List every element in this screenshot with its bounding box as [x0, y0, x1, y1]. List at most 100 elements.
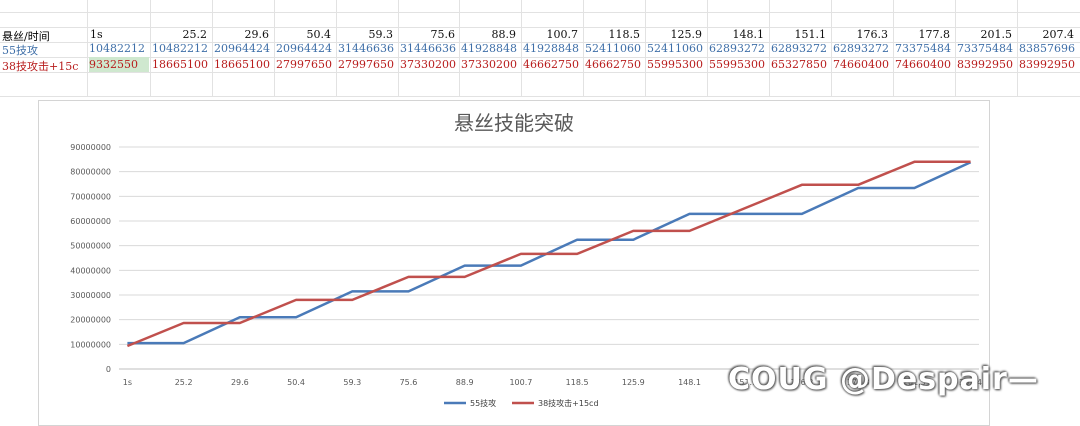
- value-cell[interactable]: 27997650: [338, 58, 394, 71]
- series-line-2: [126, 160, 971, 348]
- value-cell[interactable]: 46662750: [523, 58, 579, 71]
- grid-line: [583, 0, 584, 96]
- grid-line: [521, 0, 522, 96]
- chart-title: 悬丝技能突破: [454, 111, 574, 135]
- y-tick-label: 20000000: [70, 316, 111, 325]
- y-tick-label: 10000000: [70, 340, 111, 349]
- value-cell[interactable]: 27997650: [276, 58, 332, 71]
- y-tick-label: 30000000: [70, 291, 111, 300]
- x-tick-label: 25.2: [175, 378, 193, 387]
- value-cell[interactable]: 52411060: [585, 42, 641, 55]
- row-label-38[interactable]: 38技攻击+15c: [2, 60, 79, 73]
- value-cell[interactable]: 20964424: [214, 42, 270, 55]
- y-tick-label: 80000000: [70, 168, 111, 177]
- value-cell[interactable]: 74660400: [833, 58, 889, 71]
- y-tick-label: 90000000: [70, 143, 111, 152]
- grid-line: [1017, 0, 1018, 96]
- value-cell[interactable]: 18665100: [152, 58, 208, 71]
- time-header-cell[interactable]: 59.3: [368, 28, 394, 41]
- grid-line: [0, 96, 1080, 97]
- x-tick-label: 125.9: [622, 378, 645, 387]
- y-tick-label: 70000000: [70, 192, 111, 201]
- value-cell[interactable]: 10482212: [89, 42, 145, 55]
- y-tick-label: 50000000: [70, 242, 111, 251]
- x-tick-label: 75.6: [400, 378, 418, 387]
- chart-container[interactable]: 悬丝技能突破 0 10000000 20000000 30000000 40000000…: [38, 100, 990, 426]
- time-header-cell[interactable]: 177.8: [918, 28, 951, 41]
- time-header-cell[interactable]: 100.7: [546, 28, 579, 41]
- grid-line: [150, 0, 151, 96]
- grid-line: [0, 12, 1080, 13]
- x-tick-label: 176.3: [790, 378, 813, 387]
- value-cell[interactable]: 65327850: [771, 58, 827, 71]
- grid-line: [0, 42, 1080, 43]
- time-header-cell[interactable]: 148.1: [732, 28, 765, 41]
- value-cell[interactable]: 41928848: [523, 42, 579, 55]
- grid-line: [336, 0, 337, 96]
- x-tick-label: 148.1: [678, 378, 701, 387]
- grid-line: [212, 0, 213, 96]
- value-cell[interactable]: 18665100: [214, 58, 270, 71]
- grid-line: [769, 0, 770, 96]
- time-header-cell[interactable]: 75.6: [430, 28, 456, 41]
- value-cell[interactable]: 20964424: [276, 42, 332, 55]
- y-tick-label: 0: [106, 365, 111, 374]
- time-header-cell[interactable]: 50.4: [306, 28, 332, 41]
- grid-line: [955, 0, 956, 96]
- grid-line: [893, 0, 894, 96]
- legend-label: 55技攻: [470, 398, 496, 408]
- value-cell[interactable]: 37330200: [461, 58, 517, 71]
- value-cell[interactable]: 10482212: [152, 42, 208, 55]
- y-tick-label: 40000000: [70, 266, 111, 275]
- grid-line: [398, 0, 399, 96]
- x-tick-label: 88.9: [456, 378, 474, 387]
- value-cell[interactable]: 62893272: [833, 42, 889, 55]
- time-header-cell[interactable]: 176.3: [856, 28, 889, 41]
- x-tick-label: 201.5: [903, 378, 926, 387]
- grid-line: [0, 27, 1080, 28]
- grid-line: [459, 0, 460, 96]
- value-cell[interactable]: 73375484: [895, 42, 951, 55]
- value-cell[interactable]: 52411060: [647, 42, 703, 55]
- value-cell[interactable]: 55995300: [709, 58, 765, 71]
- value-cell[interactable]: 55995300: [647, 58, 703, 71]
- time-header-cell[interactable]: 25.2: [182, 28, 208, 41]
- value-cell[interactable]: 31446636: [400, 42, 456, 55]
- x-tick-label: 50.4: [287, 378, 305, 387]
- x-tick-label: 59.3: [343, 378, 361, 387]
- time-header-cell[interactable]: 151.1: [794, 28, 827, 41]
- grid-line: [87, 0, 88, 96]
- selected-cell[interactable]: 9332550: [89, 57, 149, 72]
- value-cell[interactable]: 83857696: [1019, 42, 1075, 55]
- time-header-cell[interactable]: 88.9: [491, 28, 517, 41]
- value-cell[interactable]: 46662750: [585, 58, 641, 71]
- time-header-cell[interactable]: 1s: [90, 28, 103, 41]
- value-cell[interactable]: 83992950: [957, 58, 1013, 71]
- y-tick-label: 60000000: [70, 217, 111, 226]
- value-cell[interactable]: 62893272: [709, 42, 765, 55]
- value-cell[interactable]: 31446636: [338, 42, 394, 55]
- time-header-cell[interactable]: 118.5: [608, 28, 641, 41]
- x-tick-label: 100.7: [509, 378, 532, 387]
- time-header-cell[interactable]: 201.5: [980, 28, 1013, 41]
- grid-line: [0, 57, 1080, 58]
- value-cell[interactable]: 41928848: [461, 42, 517, 55]
- x-tick-label: 1s: [123, 378, 132, 387]
- grid-line: [0, 72, 1080, 73]
- x-tick-label: 29.6: [231, 378, 249, 387]
- value-cell[interactable]: 74660400: [895, 58, 951, 71]
- time-header-cell[interactable]: 207.4: [1042, 28, 1075, 41]
- row-label-55[interactable]: 55技攻: [2, 44, 38, 57]
- x-tick-label: 207.4: [959, 378, 982, 387]
- value-cell[interactable]: 37330200: [400, 58, 456, 71]
- value-cell[interactable]: 83992950: [1019, 58, 1075, 71]
- row-header-label[interactable]: 悬丝/时间: [2, 30, 50, 43]
- x-tick-label: 151.1: [734, 378, 757, 387]
- value-cell[interactable]: 73375484: [957, 42, 1013, 55]
- grid-line: [707, 0, 708, 96]
- time-header-cell[interactable]: 125.9: [670, 28, 703, 41]
- value-cell[interactable]: 62893272: [771, 42, 827, 55]
- time-header-cell[interactable]: 29.6: [244, 28, 270, 41]
- x-tick-label: 177.8: [847, 378, 870, 387]
